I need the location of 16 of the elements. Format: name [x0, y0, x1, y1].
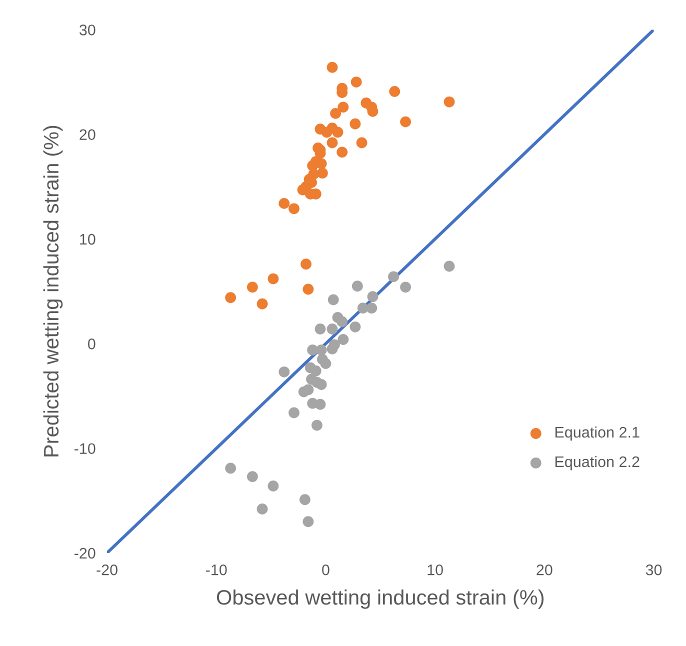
x-axis-title: Obseved wetting induced strain (%): [216, 589, 544, 609]
x-tick-label: 30: [646, 564, 662, 576]
y-tick-label: 0: [88, 338, 96, 350]
x-tick-label: -10: [206, 564, 227, 576]
y-tick-label: 20: [80, 129, 96, 140]
x-tick-label: 10: [428, 564, 443, 576]
x-tick-label: -20: [96, 564, 118, 576]
y-tick-label: 10: [80, 234, 96, 245]
y-axis-title: Predicted wetting induced strain (%): [43, 126, 63, 456]
y-tick-label: -20: [74, 548, 96, 559]
y-tick-label: -10: [74, 443, 96, 454]
y-tick-label: 30: [79, 24, 96, 36]
x-tick-label: 0: [322, 564, 330, 576]
legend-label: Equation 2.2: [555, 456, 640, 470]
legend-label: Equation 2.1: [555, 426, 640, 441]
x-tick-label: 20: [536, 564, 552, 576]
